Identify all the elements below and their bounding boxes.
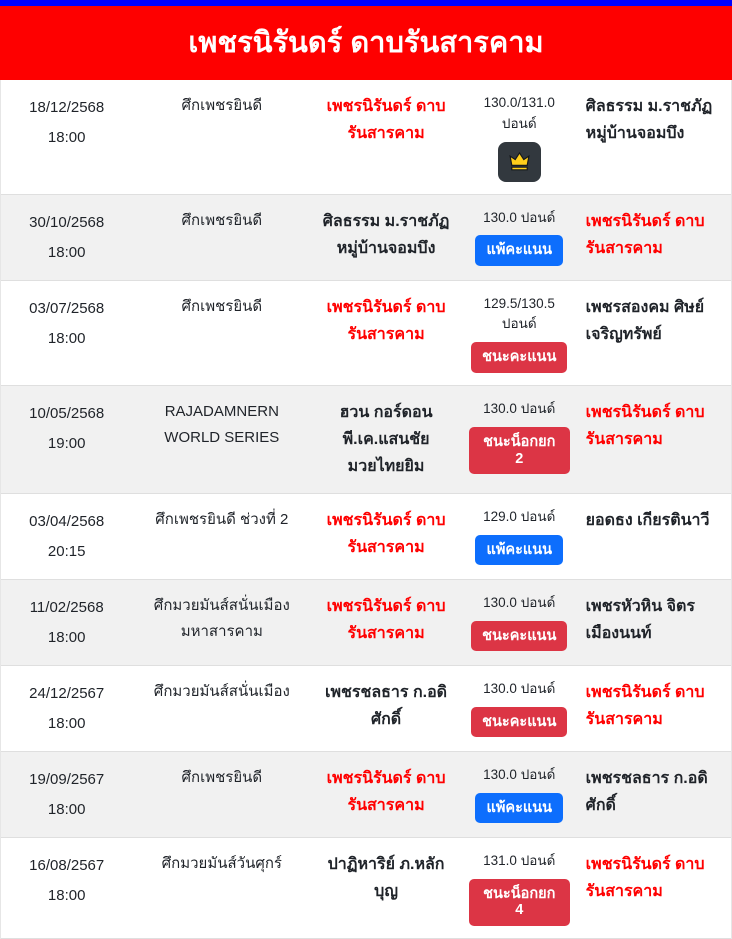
- fight-date: 16/08/2567: [29, 856, 105, 874]
- fight-date: 18/12/2568: [29, 99, 105, 116]
- result-badge: แพ้คะแนน: [475, 534, 564, 566]
- event-name: ศึกมวยมันส์สนั่นเมือง มหาสารคาม: [153, 596, 290, 640]
- result-badge: แพ้คะแนน: [475, 792, 564, 824]
- fighter-right-name[interactable]: เพชรหัวหิน จิตรเมืองนนท์: [585, 597, 695, 642]
- date-time-cell: 24/12/2567 18:00: [1, 679, 132, 739]
- fighter-left-name[interactable]: ฮวน กอร์ดอน พี.เค.แสนชัย มวยไทยยิม: [339, 404, 433, 476]
- fight-time: 18:00: [47, 329, 86, 347]
- fight-row: 11/02/2568 18:00 ศึกมวยมันส์สนั่นเมือง มหา…: [1, 579, 731, 666]
- date-time-cell: 10/05/2568 19:00: [1, 399, 132, 459]
- weight-result-cell: 130.0 ปอนด์ชนะคะแนน: [461, 593, 578, 652]
- weight-text: 130.0 ปอนด์: [483, 680, 556, 696]
- fight-date: 24/12/2567: [29, 684, 105, 702]
- date-time-cell: 18/12/2568 18:00: [1, 93, 132, 153]
- fight-date: 03/04/2568: [29, 512, 105, 530]
- fight-date: 03/07/2568: [29, 299, 105, 317]
- fight-row: 10/05/2568 19:00 RAJADAMNERN WORLD SERIES ฮ…: [1, 386, 731, 494]
- result-badge: ชนะคะแนน: [471, 342, 568, 374]
- fight-time: 18:00: [47, 886, 86, 904]
- result-badge: ชนะน็อกยก 4: [468, 878, 570, 926]
- fighter-left-name[interactable]: เพชรนิรันดร์ ดาบรันสารคาม: [326, 298, 446, 343]
- fight-time: 19:00: [47, 435, 86, 453]
- date-time-cell: 30/10/2568 18:00: [1, 208, 132, 268]
- fight-date: 19/09/2567: [29, 770, 105, 788]
- fight-time: 18:00: [47, 243, 86, 261]
- event-name: ศึกเพชรยินดี ช่วงที่ 2: [155, 510, 289, 528]
- fighter-right-name[interactable]: ศิลธรรม ม.ราชภัฏ หมู่บ้านจอมบึง: [585, 98, 713, 143]
- weight-result-cell: 130.0 ปอนด์แพ้คะแนน: [461, 208, 578, 267]
- fighter-page-title: เพชรนิรันดร์ ดาบรันสารคาม: [0, 6, 732, 80]
- event-name: RAJADAMNERN WORLD SERIES: [164, 403, 280, 447]
- fight-row: 30/10/2568 18:00 ศึกเพชรยินดี ศิลธรรม ม.ราช…: [1, 194, 731, 281]
- result-badge: ชนะคะแนน: [471, 706, 568, 738]
- fight-time: 18:00: [47, 800, 86, 818]
- fight-row: 03/04/2568 20:15 ศึกเพชรยินดี ช่วงที่ 2 เพช…: [1, 494, 731, 580]
- fighter-left-name[interactable]: เพชรชลธาร ก.อดิศักดิ์: [325, 683, 448, 728]
- fight-date: 30/10/2568: [29, 213, 105, 231]
- fighter-right-name[interactable]: เพชรนิรันดร์ ดาบรันสารคาม: [585, 404, 705, 449]
- weight-text: 129.0 ปอนด์: [483, 508, 556, 524]
- fight-date: 10/05/2568: [29, 405, 105, 423]
- weight-result-cell: 130.0 ปอนด์แพ้คะแนน: [461, 765, 578, 824]
- event-name: ศึกเพชรยินดี: [181, 97, 263, 114]
- weight-text: 130.0 ปอนด์: [483, 401, 556, 417]
- fighter-right-name[interactable]: เพชรนิรันดร์ ดาบรันสารคาม: [585, 683, 705, 728]
- result-badge: แพ้คะแนน: [475, 235, 564, 267]
- event-name: ศึกเพชรยินดี: [181, 297, 263, 315]
- weight-result-cell: 130.0 ปอนด์ชนะคะแนน: [461, 679, 578, 738]
- fight-row: 03/07/2568 18:00 ศึกเพชรยินดี เพชรนิรันดร์ …: [1, 281, 731, 387]
- event-name: ศึกมวยมันส์วันศุกร์: [161, 854, 282, 872]
- fight-time: 20:15: [47, 542, 86, 560]
- result-badge: ชนะคะแนน: [471, 620, 568, 652]
- event-name: ศึกเพชรยินดี: [181, 211, 263, 229]
- fight-row: 16/08/2567 18:00 ศึกมวยมันส์วันศุกร์ ปาฏิหา…: [1, 838, 731, 939]
- fighter-right-name[interactable]: เพชรนิรันดร์ ดาบรันสารคาม: [585, 212, 705, 257]
- fight-history-table: 18/12/2568 18:00 ศึกเพชรยินดี เพชรนิรันดร์ …: [0, 80, 732, 939]
- fight-row: 18/12/2568 18:00 ศึกเพชรยินดี เพชรนิรันดร์ …: [1, 80, 731, 195]
- fighter-right-name[interactable]: ยอดธง เกียรตินาวี: [585, 511, 710, 529]
- fight-date: 11/02/2568: [29, 598, 104, 616]
- weight-text: 131.0 ปอนด์: [483, 852, 556, 868]
- date-time-cell: 03/07/2568 18:00: [1, 294, 132, 354]
- fighter-left-name[interactable]: เพชรนิรันดร์ ดาบรันสารคาม: [326, 597, 446, 642]
- fighter-left-name[interactable]: เพชรนิรันดร์ ดาบรันสารคาม: [326, 769, 446, 814]
- fight-time: 18:00: [47, 129, 86, 146]
- date-time-cell: 11/02/2568 18:00: [1, 593, 132, 653]
- fight-row: 24/12/2567 18:00 ศึกมวยมันส์สนั่นเมือง เพชร…: [1, 666, 731, 752]
- fighter-left-name[interactable]: เพชรนิรันดร์ ดาบรันสารคาม: [326, 511, 446, 556]
- event-name: ศึกเพชรยินดี: [181, 768, 263, 786]
- fighter-right-name[interactable]: เพชรนิรันดร์ ดาบรันสารคาม: [585, 855, 705, 900]
- champion-crown-badge: [497, 141, 541, 182]
- result-badge: ชนะน็อกยก 2: [468, 426, 570, 475]
- date-time-cell: 19/09/2567 18:00: [1, 765, 132, 825]
- top-accent-strip: [0, 0, 732, 6]
- fighter-right-name[interactable]: เพชรสองคม ศิษย์เจริญทรัพย์: [585, 298, 705, 343]
- weight-result-cell: 129.5/130.5 ปอนด์ชนะคะแนน: [461, 294, 578, 374]
- weight-result-cell: 129.0 ปอนด์แพ้คะแนน: [461, 507, 578, 566]
- date-time-cell: 03/04/2568 20:15: [1, 507, 132, 567]
- fighter-right-name[interactable]: เพชรชลธาร ก.อดิศักดิ์: [585, 769, 708, 814]
- weight-text: 129.5/130.5 ปอนด์: [483, 295, 555, 332]
- fighter-left-name[interactable]: ศิลธรรม ม.ราชภัฏ หมู่บ้านจอมบึง: [322, 212, 450, 257]
- fighter-left-name[interactable]: เพชรนิรันดร์ ดาบรันสารคาม: [326, 98, 446, 143]
- weight-result-cell: 131.0 ปอนด์ชนะน็อกยก 4: [461, 851, 578, 926]
- fight-time: 18:00: [47, 714, 86, 732]
- weight-text: 130.0 ปอนด์: [483, 594, 556, 610]
- event-name: ศึกมวยมันส์สนั่นเมือง: [153, 682, 290, 700]
- fight-time: 18:00: [47, 628, 86, 646]
- date-time-cell: 16/08/2567 18:00: [1, 851, 132, 911]
- weight-text: 130.0 ปอนด์: [483, 766, 556, 782]
- weight-text: 130.0 ปอนด์: [483, 209, 556, 225]
- weight-result-cell: 130.0/131.0 ปอนด์: [461, 93, 578, 182]
- weight-result-cell: 130.0 ปอนด์ชนะน็อกยก 2: [461, 399, 578, 475]
- weight-text: 130.0/131.0 ปอนด์: [483, 95, 555, 131]
- fight-row: 19/09/2567 18:00 ศึกเพชรยินดี เพชรนิรันดร์ …: [1, 751, 731, 838]
- crown-icon: [509, 151, 530, 171]
- fighter-left-name[interactable]: ปาฏิหาริย์ ภ.หลักบุญ: [327, 855, 445, 900]
